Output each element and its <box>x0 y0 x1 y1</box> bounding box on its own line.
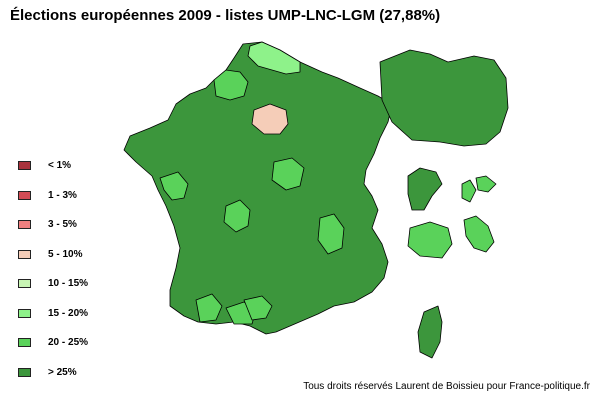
legend-swatch <box>18 220 31 229</box>
dept-reunion <box>463 215 495 253</box>
legend-item: 15 - 20% <box>18 308 128 320</box>
dept-charente-maritime <box>159 171 189 201</box>
legend-item: 10 - 15% <box>18 278 128 290</box>
legend-label: 1 - 3% <box>48 189 77 201</box>
legend-swatch <box>18 308 31 318</box>
legend-label: > 25% <box>48 366 77 378</box>
legend-label: 20 - 25% <box>48 337 89 348</box>
dept-corse <box>417 305 443 359</box>
dept-paris <box>251 103 289 135</box>
legend-item: < 1% <box>18 160 128 172</box>
legend-item: 5 - 10% <box>18 249 128 261</box>
legend-swatch <box>18 338 31 347</box>
idf-inset <box>379 49 509 147</box>
legend-label: 5 - 10% <box>48 248 83 260</box>
dept-martinique <box>461 179 477 203</box>
dept-haute-garonne <box>195 293 223 323</box>
dept-haute-vienne <box>223 199 251 233</box>
legend-label: 15 - 20% <box>48 307 89 319</box>
dept-nord <box>247 41 301 75</box>
dept-loire <box>317 213 345 255</box>
dept-guyane <box>407 221 453 259</box>
map-title: Élections européennes 2009 - listes UMP-… <box>10 7 441 24</box>
legend-item: 1 - 3% <box>18 190 128 202</box>
legend-swatch <box>18 249 31 259</box>
legend-swatch <box>18 190 31 200</box>
legend-swatch <box>18 367 31 377</box>
legend-label: 3 - 5% <box>48 219 77 230</box>
legend-swatch <box>18 161 31 170</box>
legend-label: 10 - 15% <box>48 278 89 289</box>
legend-item: 3 - 5% <box>18 219 128 231</box>
dept-martinique-b <box>475 175 497 193</box>
credit-text: Tous droits réservés Laurent de Boissieu… <box>303 381 590 392</box>
legend-label: < 1% <box>48 160 72 171</box>
legend-item: > 25% <box>18 367 128 379</box>
dept-guadeloupe <box>407 167 443 211</box>
dept-seine-maritime <box>213 69 249 101</box>
dept-aude <box>243 295 273 321</box>
legend-swatch <box>18 279 31 288</box>
dept-puy-de-dome <box>271 157 305 191</box>
legend-item: 20 - 25% <box>18 337 128 349</box>
